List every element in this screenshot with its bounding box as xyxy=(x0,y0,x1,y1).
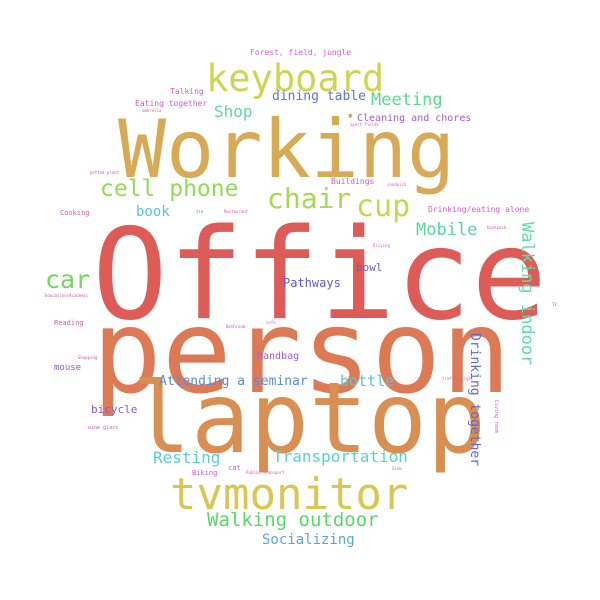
word-attending: Attending a seminar xyxy=(159,374,308,389)
word-cat: cat xyxy=(228,464,241,472)
word-office: Office xyxy=(92,201,548,348)
word-walking-indoor: Walking indoor xyxy=(517,222,537,366)
word-chair: chair xyxy=(267,182,352,215)
word-cup: cup xyxy=(356,189,411,224)
word-tie: tie xyxy=(196,209,204,214)
word-car: car xyxy=(45,265,91,294)
word-restaurant: Restaurant xyxy=(224,209,249,214)
word-mobile: Mobile xyxy=(416,220,478,240)
word-sink: Sink xyxy=(392,466,402,471)
word-umbrella: umbrella xyxy=(142,108,162,113)
word-book: book xyxy=(136,204,170,220)
word-walking-outdoor: Walking outdoor xyxy=(207,509,379,531)
word-talking: Talking xyxy=(170,87,204,96)
word-drinking-alone: Drinking/eating alone xyxy=(428,205,530,214)
word-traffic-light: traffic light xyxy=(442,376,474,381)
word-eating-together: Eating together xyxy=(135,99,208,108)
word-backpack: backpack xyxy=(487,225,507,230)
word-driving: Driving xyxy=(373,243,390,248)
word-handbag: handbag xyxy=(257,351,300,362)
word-bottle: bottle xyxy=(340,372,395,390)
word-buildings: Buildings xyxy=(331,177,375,186)
word-tvmonitor: tvmonitor xyxy=(170,469,409,520)
word-dining-table: dining table xyxy=(272,89,366,104)
word-socializing: Socializing xyxy=(262,532,355,548)
word-shopping: Shopping xyxy=(78,355,98,360)
word-shop: Shop xyxy=(214,102,253,121)
word-sport-fields: Sport fields xyxy=(350,122,379,127)
word-wine-glass: wine glass xyxy=(88,425,119,431)
word-mouse: mouse xyxy=(54,363,82,373)
word-biking: Biking xyxy=(192,469,218,477)
word-public-transport: Public Transport xyxy=(246,470,285,475)
word-reading: Reading xyxy=(54,319,84,327)
word-bicycle: bicycle xyxy=(91,403,138,416)
word-resting: Resting xyxy=(153,448,221,467)
word-education: Education/Academic xyxy=(45,293,89,298)
word-dot: · xyxy=(343,102,358,130)
word-potted-plant: potted plant xyxy=(90,170,119,175)
word-sofa: sofa xyxy=(266,320,276,325)
word-tv: TV xyxy=(552,302,557,307)
word-meeting: Meeting xyxy=(371,90,443,110)
word-person: person xyxy=(92,285,512,420)
word-cleaning: Cleaning and chores xyxy=(357,113,472,124)
word-keyboard: keyboard xyxy=(206,57,385,100)
word-sandwich: sandwich xyxy=(387,182,407,187)
word-bowl: bowl xyxy=(356,261,383,274)
word-laptop: laptop xyxy=(132,362,487,476)
word-drinking-together: Drinking together xyxy=(467,333,482,467)
word-transportation: Transportation xyxy=(273,447,408,466)
word-forest: Forest, field, jungle xyxy=(250,48,352,57)
word-cooking: Cooking xyxy=(60,209,90,217)
word-living-room: Living room xyxy=(493,400,499,434)
word-working: Working xyxy=(118,103,456,196)
word-cell-phone: cell phone xyxy=(100,176,239,202)
word-pathways: Pathways xyxy=(283,276,341,290)
word-bathroom: Bathroom xyxy=(226,324,246,329)
